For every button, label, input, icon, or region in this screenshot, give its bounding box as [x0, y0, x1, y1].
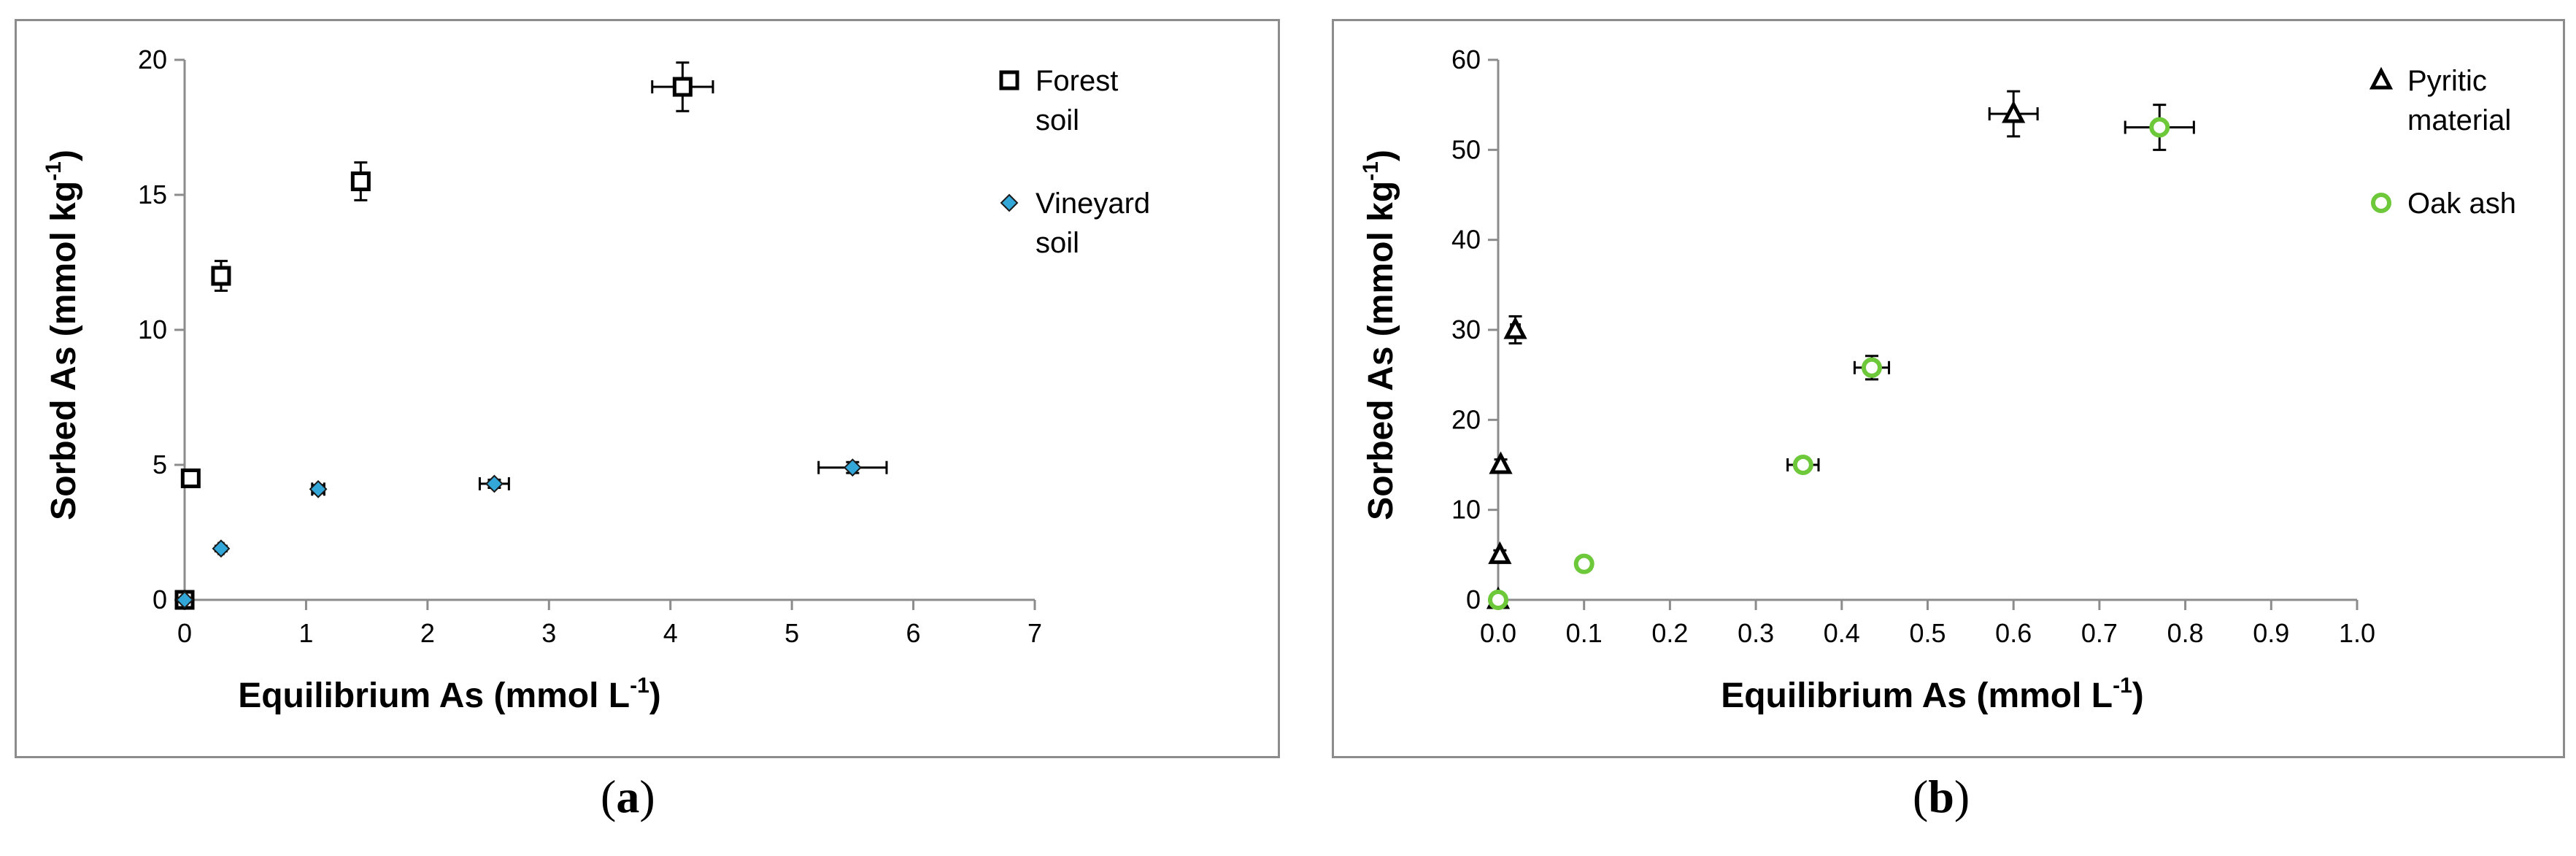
data-point-b-0 — [1489, 451, 1513, 474]
x-tick-label-b: 0.5 — [1909, 618, 1946, 648]
data-point-a-1 — [175, 590, 194, 609]
x-tick-label-a: 3 — [541, 618, 556, 648]
x-tick-label-b: 0.9 — [2253, 618, 2289, 648]
legend-entry-b-1: Oak ash — [2371, 188, 2516, 220]
x-tick-label-b: 0.0 — [1480, 618, 1516, 648]
x-tick-label-a: 7 — [1027, 618, 1042, 648]
x-tick-label-b: 0.8 — [2167, 618, 2204, 648]
x-axis-title-a: Equilibrium As (mmol L-1) — [238, 674, 661, 715]
legend-label-a-1: soil — [1036, 227, 1079, 259]
y-tick-label-b: 30 — [1451, 315, 1481, 344]
caption-b: (b) — [1913, 771, 1970, 822]
legend-entry-b-0: Pyritic material — [2369, 65, 2511, 136]
x-tick-label-b: 0.3 — [1738, 618, 1774, 648]
y-axis-title-a: Sorbed As (mmol kg-1) — [42, 150, 83, 520]
x-tick-label-b: 0.2 — [1651, 618, 1688, 648]
y-tick-label-a: 10 — [138, 315, 167, 344]
scatter-chart-a: 0 5 10 15 20 0 1 2 3 4 5 6 7 Equilibrium As (mmol L-1… — [42, 45, 1150, 715]
legend-marker-b-0 — [2369, 66, 2394, 90]
data-point-b-1 — [1792, 455, 1813, 475]
data-point-a-0 — [211, 266, 231, 286]
x-tick-label-b: 0.4 — [1824, 618, 1860, 648]
legend-label-b-0: Pyritic — [2407, 65, 2487, 97]
legend-entry-a-0: Forest soil — [999, 65, 1118, 136]
y-tick-label-a: 5 — [153, 450, 167, 479]
data-point-a-0 — [672, 77, 693, 97]
data-point-a-1 — [212, 539, 231, 558]
y-tick-label-b: 10 — [1451, 495, 1481, 525]
data-point-b-1 — [2149, 117, 2170, 138]
legend-label-a-0: Forest — [1036, 65, 1118, 97]
x-tick-label-a: 4 — [663, 618, 678, 648]
x-tick-label-a: 0 — [177, 618, 192, 648]
data-point-a-0 — [180, 469, 201, 488]
data-point-b-1 — [1861, 357, 1882, 378]
series-b-1 — [1488, 104, 2195, 610]
y-tick-label-b: 20 — [1451, 404, 1481, 434]
y-tick-label-b: 60 — [1451, 45, 1481, 74]
y-tick-label-b: 0 — [1466, 585, 1481, 614]
data-point-b-1 — [1573, 553, 1594, 574]
caption-a: (a) — [601, 771, 655, 822]
legend-marker-a-0 — [999, 70, 1019, 90]
x-tick-label-a: 1 — [298, 618, 313, 648]
x-axis-title-b: Equilibrium As (mmol L-1) — [1721, 674, 2144, 715]
data-point-a-1 — [485, 474, 504, 493]
data-point-a-0 — [350, 171, 371, 191]
data-point-b-1 — [1488, 590, 1508, 610]
legend-entry-a-1: Vineyard soil — [1000, 188, 1150, 259]
y-tick-label-a: 0 — [153, 585, 167, 614]
x-tick-label-a: 2 — [420, 618, 435, 648]
scatter-chart-b: 0 10 20 30 40 50 60 0.0 0.1 0.2 0.3 0.4 0.5 0.6 0.7 0.8… — [1359, 45, 2516, 715]
x-tick-label-a: 6 — [906, 618, 921, 648]
series-b-0 — [1486, 90, 2039, 609]
legend-label-a-0: soil — [1036, 104, 1079, 136]
chart-panel-a: 0 5 10 15 20 0 1 2 3 4 5 6 7 Equilibrium As (mmol L-1… — [15, 19, 1280, 758]
y-axis-title-b: Sorbed As (mmol kg-1) — [1359, 150, 1400, 520]
chart-panel-b: 0 10 20 30 40 50 60 0.0 0.1 0.2 0.3 0.4 0.5 0.6 0.7 0.8… — [1332, 19, 2565, 758]
x-tick-label-a: 5 — [784, 618, 799, 648]
y-tick-label-b: 40 — [1451, 225, 1481, 255]
legend-label-b-1: Oak ash — [2407, 188, 2516, 220]
y-tick-label-a: 15 — [138, 180, 167, 209]
data-point-b-0 — [1503, 316, 1527, 339]
legend-marker-a-1 — [1000, 193, 1019, 212]
y-tick-label-b: 50 — [1451, 134, 1481, 164]
x-tick-label-b: 0.1 — [1566, 618, 1603, 648]
legend-label-b-0: material — [2407, 104, 2511, 136]
series-a-1 — [175, 458, 888, 609]
data-point-b-0 — [1488, 541, 1512, 564]
legend-marker-b-1 — [2371, 193, 2391, 213]
series-a-0 — [174, 61, 714, 610]
x-tick-label-b: 0.7 — [2081, 618, 2118, 648]
legend-label-a-1: Vineyard — [1036, 188, 1150, 220]
data-point-a-1 — [309, 479, 328, 498]
data-point-b-0 — [2002, 100, 2026, 123]
data-point-a-1 — [843, 458, 862, 477]
x-tick-label-b: 0.6 — [1995, 618, 2032, 648]
y-tick-label-a: 20 — [138, 45, 167, 74]
x-tick-label-b: 1.0 — [2339, 618, 2375, 648]
